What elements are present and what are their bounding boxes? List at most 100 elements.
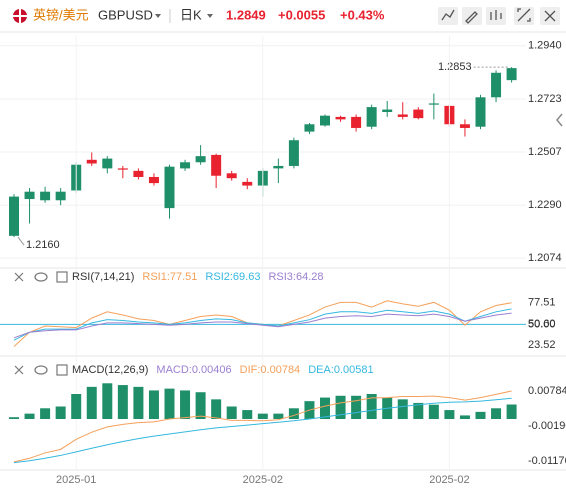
flag-cross	[13, 9, 27, 23]
macd-line	[13, 390, 512, 463]
settings-icon[interactable]	[56, 271, 68, 283]
toolbar	[438, 7, 560, 25]
candle-body	[180, 162, 191, 169]
x-tick-label: 2025-01	[56, 474, 96, 486]
legend-entry: DEA:0.00581	[308, 364, 373, 376]
candle-body	[9, 196, 19, 236]
macd-bar	[366, 394, 377, 419]
macd-bar	[506, 404, 517, 419]
macd-bar	[195, 392, 206, 419]
annotation: 1.2853	[438, 61, 472, 73]
y-tick-label: 1.2507	[528, 146, 562, 158]
macd-bar	[428, 404, 439, 419]
macd-bar	[133, 386, 144, 419]
tool-icon	[441, 9, 455, 21]
candle-body	[195, 156, 206, 163]
tool-icon	[465, 11, 478, 24]
macd-bar	[475, 411, 486, 419]
legend-entry: RSI3:64.28	[268, 271, 323, 283]
candle-body	[320, 115, 330, 126]
candle-body	[506, 68, 517, 81]
y-tick-label: 50.60	[528, 318, 556, 330]
macd-bar	[40, 408, 51, 419]
macd-bar	[444, 410, 455, 419]
candle-body	[242, 181, 253, 186]
macd-bar	[335, 395, 346, 419]
y-tick-label: 50.00	[528, 318, 556, 330]
candle-body	[164, 166, 175, 209]
tool-icon	[490, 10, 502, 20]
macd-bar	[86, 386, 97, 419]
macd-bar	[491, 408, 502, 419]
dropdown-arrow[interactable]	[155, 14, 161, 18]
macd-bar	[211, 399, 222, 419]
candle-body	[148, 176, 159, 184]
candle-body	[102, 158, 113, 169]
candle-body	[117, 168, 128, 170]
settings-icon[interactable]	[56, 364, 68, 376]
candle-body	[273, 165, 284, 169]
macd-bar	[242, 410, 253, 419]
eye-icon[interactable]	[34, 365, 48, 375]
y-tick-label: 1.2074	[528, 252, 562, 264]
candle-body	[133, 170, 144, 177]
tool-icon	[517, 8, 531, 22]
macd-bar	[288, 408, 299, 419]
indicator-title: RSI(7,14,21)	[72, 271, 134, 283]
tool-button[interactable]	[462, 7, 482, 25]
y-tick-label: -0.00196	[528, 420, 566, 432]
period[interactable]: 日K	[180, 7, 202, 22]
macd-bar	[459, 415, 470, 419]
price: 1.2849	[226, 7, 266, 22]
candle-body	[335, 116, 346, 120]
candle-body	[382, 109, 393, 113]
macd-bar	[117, 385, 128, 419]
dropdown-arrow[interactable]	[207, 14, 213, 18]
macd-bar	[320, 397, 330, 419]
candle-body	[351, 116, 362, 128]
candle-body	[211, 154, 222, 176]
close-icon[interactable]	[14, 272, 24, 282]
candle-body	[86, 159, 97, 164]
candle-body	[459, 124, 470, 128]
macd-bar	[24, 413, 35, 419]
y-tick-label: 1.2723	[528, 93, 562, 105]
candle-body	[55, 191, 66, 201]
macd-bar	[397, 399, 408, 419]
legend-entry: DIF:0.00784	[240, 364, 301, 376]
candle-body	[397, 114, 408, 117]
change-pct: +0.43%	[340, 7, 385, 22]
symbol[interactable]: GBPUSD	[98, 7, 153, 22]
y-tick-label: 1.2290	[528, 199, 562, 211]
close-icon[interactable]	[14, 365, 24, 375]
candle-body	[413, 109, 424, 119]
macd-bar	[226, 406, 237, 419]
macd-bar	[273, 413, 284, 419]
pair-name[interactable]: 英镑/美元	[33, 7, 89, 22]
macd-bar	[351, 395, 362, 419]
rsi-line	[13, 312, 512, 339]
macd-bar	[180, 390, 191, 419]
change: +0.0055	[278, 7, 325, 22]
panel-icons	[14, 271, 68, 376]
y-tick-label: 23.52	[528, 339, 556, 351]
legend-entry: RSI2:69.63	[205, 271, 260, 283]
annotation: 1.2160	[26, 239, 60, 251]
candle-body	[491, 72, 502, 98]
y-tick-label: 0.00784	[528, 385, 566, 397]
eye-icon[interactable]	[34, 272, 48, 282]
tool-button[interactable]	[514, 7, 534, 25]
indicator-title: MACD(12,26,9)	[72, 364, 148, 376]
macd-bar	[257, 413, 268, 419]
annotation-leader	[17, 236, 25, 246]
candle-body	[304, 124, 315, 132]
candle-body	[428, 103, 439, 105]
candle-body	[475, 97, 486, 127]
y-tick-label: 1.2940	[528, 40, 562, 52]
macd-bar	[9, 417, 19, 419]
macd-bar	[71, 394, 82, 419]
rsi-line	[13, 308, 512, 341]
macd-bar	[55, 406, 66, 419]
y-tick-label: 77.51	[528, 297, 556, 309]
collapse-arrow[interactable]	[556, 113, 563, 127]
